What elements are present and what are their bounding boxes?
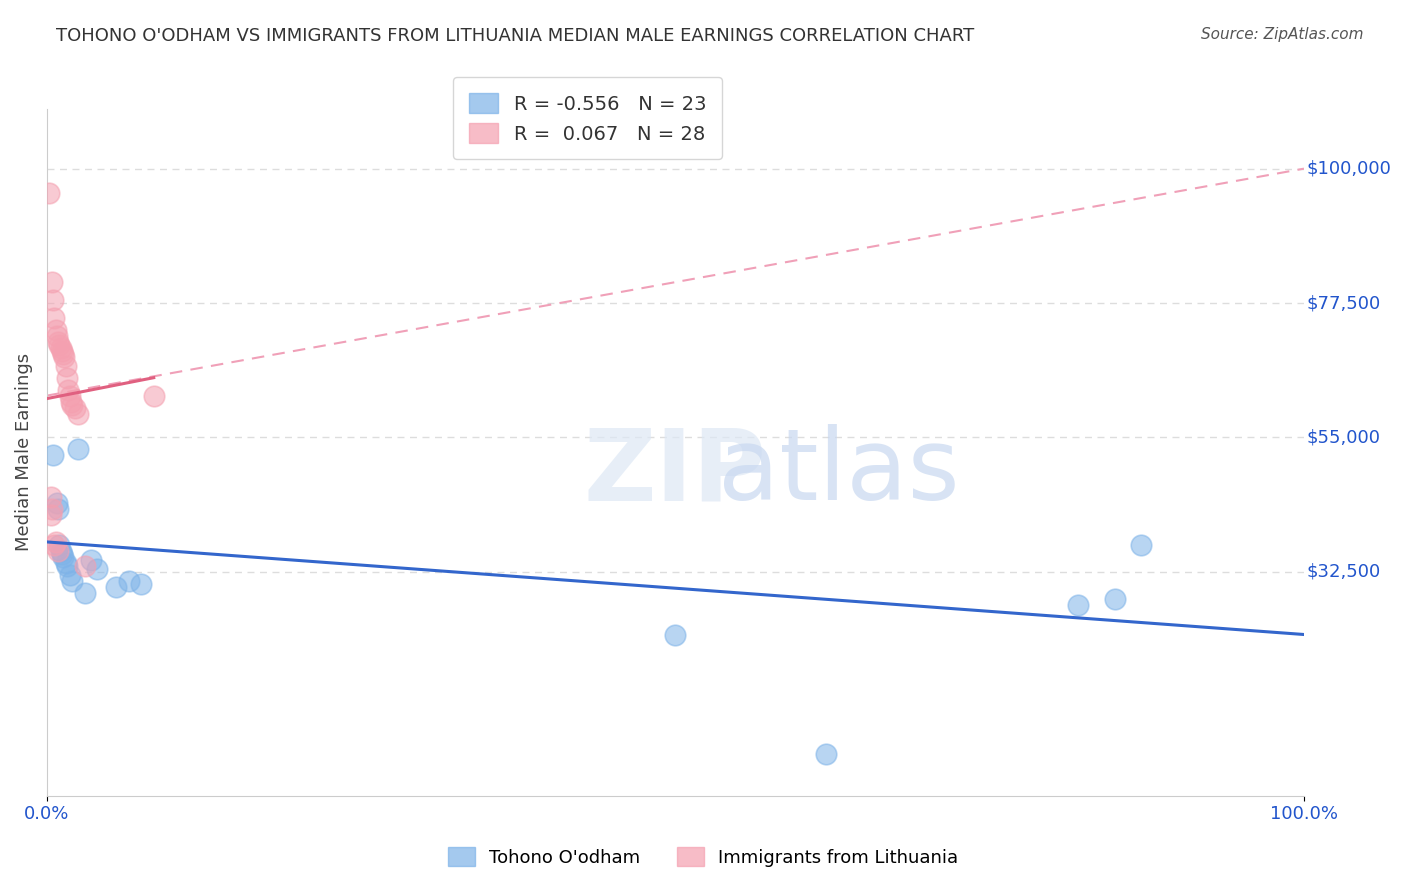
Point	[52, 347, 75, 361]
Point	[59, 394, 82, 409]
Point	[55, 359, 77, 373]
Point	[42, 293, 65, 307]
Point	[55, 556, 77, 570]
Point	[41, 275, 63, 289]
Text: ZIP: ZIP	[583, 425, 766, 522]
Point	[815, 747, 838, 761]
Text: $55,000: $55,000	[1306, 428, 1381, 446]
Point	[46, 544, 69, 558]
Point	[46, 334, 69, 349]
Legend: R = -0.556   N = 23, R =  0.067   N = 28: R = -0.556 N = 23, R = 0.067 N = 28	[453, 78, 721, 160]
Point	[56, 370, 79, 384]
Text: atlas: atlas	[718, 425, 960, 522]
Point	[73, 558, 96, 573]
Point	[60, 398, 83, 412]
Point	[44, 310, 66, 325]
Point	[45, 323, 67, 337]
Point	[39, 508, 62, 522]
Point	[49, 341, 72, 355]
Point	[46, 502, 69, 516]
Point	[67, 442, 90, 457]
Text: $77,500: $77,500	[1306, 294, 1381, 312]
Text: $32,500: $32,500	[1306, 563, 1381, 581]
Point	[46, 329, 69, 343]
Point	[42, 448, 65, 462]
Point	[1104, 591, 1126, 606]
Point	[56, 558, 79, 573]
Point	[60, 574, 83, 588]
Text: Source: ZipAtlas.com: Source: ZipAtlas.com	[1201, 27, 1364, 42]
Point	[1129, 538, 1152, 552]
Point	[51, 547, 73, 561]
Point	[58, 383, 80, 397]
Point	[48, 338, 70, 352]
Point	[58, 389, 80, 403]
Point	[38, 186, 60, 200]
Point	[46, 496, 69, 510]
Point	[45, 535, 67, 549]
Point	[86, 562, 108, 576]
Point	[41, 502, 63, 516]
Point	[58, 567, 80, 582]
Point	[664, 627, 686, 641]
Point	[44, 538, 66, 552]
Text: $100,000: $100,000	[1306, 160, 1392, 178]
Legend: Tohono O'odham, Immigrants from Lithuania: Tohono O'odham, Immigrants from Lithuani…	[440, 840, 966, 874]
Point	[73, 585, 96, 599]
Point	[1066, 598, 1088, 612]
Y-axis label: Median Male Earnings: Median Male Earnings	[15, 353, 32, 551]
Point	[49, 544, 72, 558]
Point	[63, 401, 86, 415]
Point	[51, 343, 73, 358]
Point	[48, 538, 70, 552]
Point	[142, 389, 165, 403]
Point	[52, 549, 75, 564]
Point	[117, 574, 139, 588]
Text: TOHONO O'ODHAM VS IMMIGRANTS FROM LITHUANIA MEDIAN MALE EARNINGS CORRELATION CHA: TOHONO O'ODHAM VS IMMIGRANTS FROM LITHUA…	[56, 27, 974, 45]
Point	[105, 580, 128, 594]
Point	[129, 576, 152, 591]
Point	[53, 350, 76, 364]
Point	[39, 490, 62, 504]
Point	[67, 407, 90, 421]
Point	[80, 553, 103, 567]
